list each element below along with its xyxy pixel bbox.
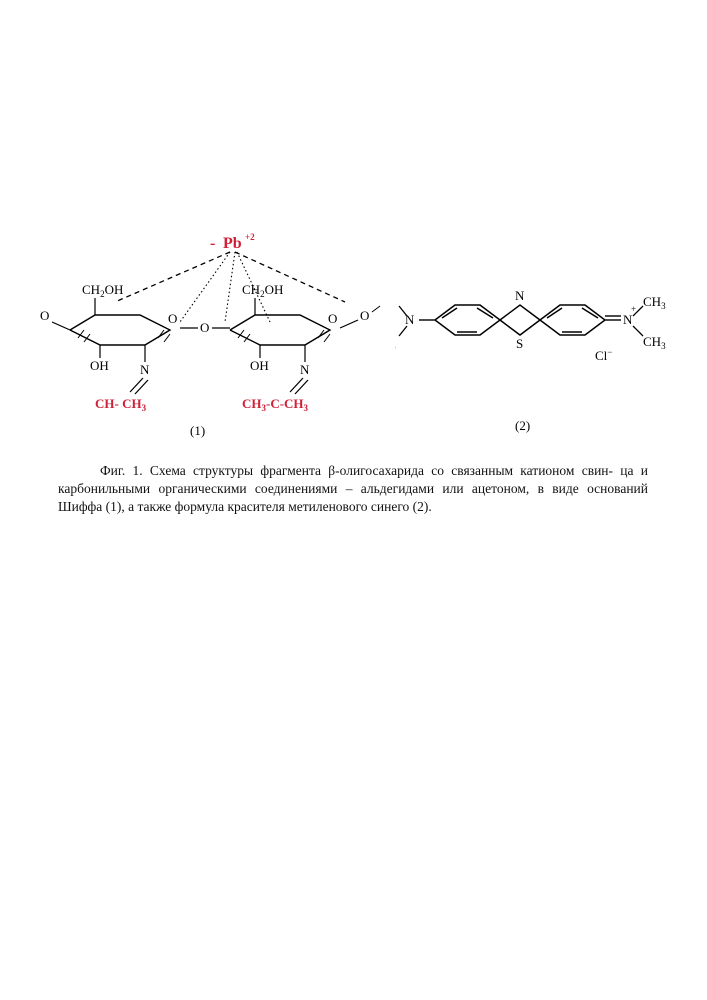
svg-text:N: N <box>623 312 633 327</box>
sugar-ring-right: O CH2OH OH N CH3-C-C <box>230 282 380 413</box>
svg-text:N: N <box>140 362 150 377</box>
figure-caption: Фиг. 1. Схема структуры фрагмента β-олиг… <box>58 462 648 517</box>
svg-text:O: O <box>40 308 49 323</box>
svg-text:N: N <box>405 312 415 327</box>
svg-text:OH: OH <box>90 358 109 373</box>
cl-anion: Cl− <box>595 347 612 363</box>
svg-text:N: N <box>300 362 310 377</box>
structure-1-svg: - Pb +2 O CH2OH <box>40 230 400 440</box>
s-bottom: S <box>516 336 523 351</box>
n-top: N <box>515 288 525 303</box>
svg-text:CH3: CH3 <box>395 334 396 351</box>
svg-text:-: - <box>210 235 215 252</box>
svg-text:OH: OH <box>250 358 269 373</box>
ring-o-left: O <box>168 311 177 326</box>
svg-text:CH3-C-CH3: CH3-C-CH3 <box>242 396 309 413</box>
caption-line-1: Фиг. 1. Схема структуры фрагмента β-олиг… <box>100 463 613 478</box>
plus-charge: + <box>631 304 636 314</box>
sugar-ring-left: O CH2OH O OH N <box>40 282 177 413</box>
svg-text:CH3: CH3 <box>643 294 666 311</box>
pb-charge: +2 <box>245 232 255 242</box>
structure-2-svg: N S N H3C CH3 N + CH3 CH3 <box>395 260 675 440</box>
page: - Pb +2 O CH2OH <box>0 0 707 1000</box>
svg-text:O: O <box>360 308 369 323</box>
svg-text:CH2OH: CH2OH <box>82 282 123 299</box>
pb-label: Pb <box>223 235 242 252</box>
structure-1-label: (1) <box>190 423 205 438</box>
ring-o-right: O <box>328 311 337 326</box>
svg-text:CH3: CH3 <box>643 334 666 351</box>
svg-text:CH2OH: CH2OH <box>242 282 283 299</box>
svg-text:CH- CH3: CH- CH3 <box>95 396 147 413</box>
glycosidic-o: O <box>200 320 209 335</box>
svg-text:H3C: H3C <box>395 294 396 311</box>
figure-1: - Pb +2 O CH2OH <box>40 230 667 440</box>
structure-2-label: (2) <box>515 418 530 433</box>
